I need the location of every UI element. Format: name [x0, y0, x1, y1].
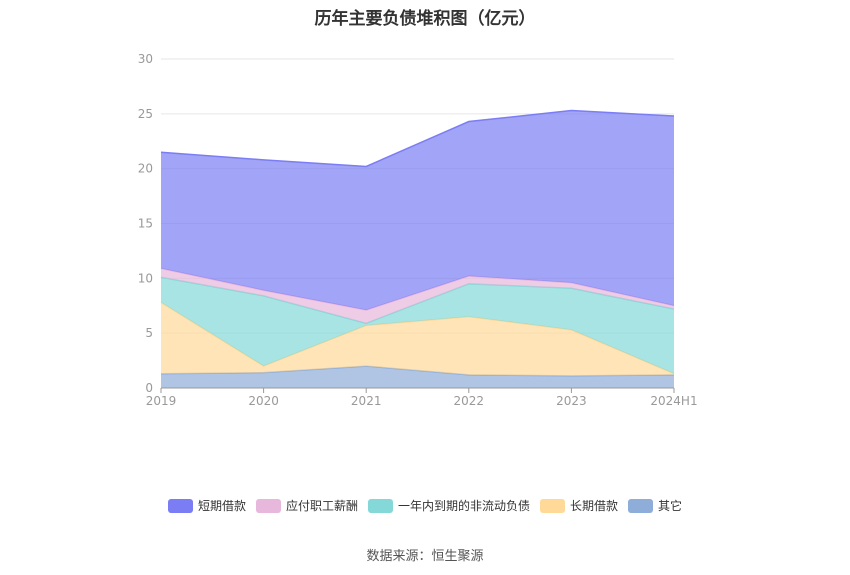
series-areas — [160, 109, 675, 388]
x-tick-label: 2022 — [454, 394, 485, 408]
y-tick-label: 25 — [138, 107, 153, 121]
y-tick-label: 5 — [145, 326, 153, 340]
legend-label: 应付职工薪酬 — [285, 499, 358, 513]
legend-item[interactable]: 其它 — [628, 497, 682, 514]
legend-label: 短期借款 — [197, 499, 246, 513]
legend-item[interactable]: 短期借款 — [167, 497, 246, 514]
series-area-4 — [161, 110, 674, 311]
y-tick-label: 0 — [145, 381, 153, 395]
x-tick-label: 2019 — [146, 394, 177, 408]
legend-item[interactable]: 长期借款 — [540, 497, 618, 514]
legend-swatch — [540, 498, 565, 513]
stacked-area-chart: 0 5 10 15 20 25 30 2019 2020 2021 2022 2023 2024H1 — [138, 52, 698, 408]
legend-label: 一年内到期的非流动负债 — [397, 499, 530, 513]
legend-swatch — [255, 498, 281, 513]
x-tick-label: 2024H1 — [650, 394, 697, 408]
series-line-0 — [160, 365, 675, 377]
y-tick-label: 10 — [138, 271, 153, 285]
legend-swatch — [167, 498, 193, 513]
legend-item[interactable]: 一年内到期的非流动负债 — [367, 497, 530, 514]
y-tick-label: 15 — [138, 217, 153, 231]
y-tick-label: 30 — [138, 52, 153, 66]
series-line-1 — [160, 301, 675, 375]
series-area-2 — [161, 277, 674, 374]
series-line-4 — [160, 109, 675, 168]
legend-label: 其它 — [658, 499, 683, 513]
legend-label: 长期借款 — [570, 499, 619, 513]
axes: 0 5 10 15 20 25 30 2019 2020 2021 2022 2023 2024H1 — [138, 52, 698, 408]
legend-item[interactable]: 应付职工薪酬 — [255, 497, 358, 514]
chart-title: 历年主要负债堆积图（亿元） — [314, 9, 536, 29]
series-area-3 — [161, 268, 674, 324]
x-tick-label: 2023 — [556, 394, 587, 408]
legend: 短期借款 应付职工薪酬 一年内到期的非流动负债 长期借款 其它 — [0, 497, 850, 514]
x-tick-label: 2020 — [248, 394, 279, 408]
x-tick-label: 2021 — [351, 394, 382, 408]
series-area-1 — [161, 302, 674, 376]
legend-swatch — [628, 498, 654, 513]
data-source: 数据来源：恒生聚源 — [366, 549, 484, 564]
y-tick-label: 20 — [138, 162, 153, 176]
legend-swatch — [367, 498, 393, 513]
